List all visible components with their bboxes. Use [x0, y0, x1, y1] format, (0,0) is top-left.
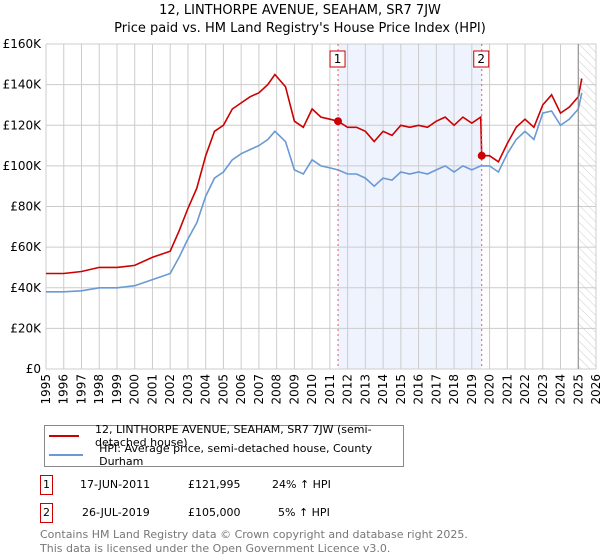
x-tick-label: 2013	[358, 374, 372, 405]
x-tick-label: 2007	[252, 374, 266, 405]
x-tick-label: 1998	[92, 374, 106, 405]
transaction-number: 1	[40, 475, 53, 495]
legend-label: 12, LINTHORPE AVENUE, SEAHAM, SR7 7JW (s…	[95, 423, 372, 449]
transaction-date: 17-JUN-2011	[80, 478, 151, 491]
y-tick-label: £20K	[10, 321, 42, 335]
x-tick-label: 1996	[57, 374, 71, 405]
x-tick-label: 2014	[376, 374, 390, 405]
x-tick-label: 2009	[287, 374, 301, 405]
y-tick-label: £0	[26, 362, 41, 376]
x-tick-label: 2019	[465, 374, 479, 405]
sale-label: 2	[477, 52, 485, 66]
x-tick-label: 2015	[394, 374, 408, 405]
x-tick-label: 2010	[305, 374, 319, 405]
transaction-hpi: 24% ↑ HPI	[272, 478, 331, 491]
x-tick-label: 1997	[74, 374, 88, 405]
x-tick-label: 2026	[589, 374, 600, 405]
footer-licence: This data is licensed under the Open Gov…	[40, 542, 391, 555]
x-tick-label: 2023	[536, 374, 550, 405]
y-tick-label: £40K	[10, 281, 42, 295]
transaction-price: £121,995	[188, 478, 241, 491]
x-tick-label: 2024	[554, 374, 568, 405]
x-tick-label: 1999	[110, 374, 124, 405]
y-tick-label: £100K	[3, 159, 43, 173]
x-tick-label: 2011	[323, 374, 337, 405]
title-line-1: 12, LINTHORPE AVENUE, SEAHAM, SR7 7JW	[159, 3, 441, 18]
chart-title: 12, LINTHORPE AVENUE, SEAHAM, SR7 7JW Pr…	[0, 2, 600, 38]
x-tick-label: 2001	[145, 374, 159, 405]
sale-point	[334, 117, 343, 126]
x-tick-label: 2025	[571, 374, 585, 405]
x-tick-label: 2017	[429, 374, 443, 405]
x-tick-label: 2000	[128, 374, 142, 405]
sale-label-box	[329, 50, 346, 68]
transaction-row: 2 26-JUL-2019 £105,000 5% ↑ HPI	[40, 503, 560, 523]
x-tick-label: 2003	[181, 374, 195, 405]
x-tick-label: 2004	[199, 374, 213, 405]
y-tick-label: £140K	[3, 78, 43, 92]
x-tick-label: 2016	[412, 374, 426, 405]
transaction-number: 2	[40, 503, 53, 523]
transaction-row: 1 17-JUN-2011 £121,995 24% ↑ HPI	[40, 475, 560, 495]
y-tick-label: £80K	[10, 200, 42, 214]
x-tick-label: 2008	[270, 374, 284, 405]
sale-label-box	[473, 50, 490, 68]
legend-item-property: 12, LINTHORPE AVENUE, SEAHAM, SR7 7JW (s…	[45, 423, 403, 449]
y-tick-label: £160K	[3, 37, 43, 51]
x-tick-label: 2002	[163, 374, 177, 405]
property-series-line	[46, 73, 583, 275]
x-tick-label: 2006	[234, 374, 248, 405]
x-tick-label: 1995	[39, 374, 53, 405]
hpi-series-line	[46, 92, 583, 293]
x-tick-label: 2020	[483, 374, 497, 405]
y-tick-label: £120K	[3, 118, 43, 132]
transaction-hpi: 5% ↑ HPI	[278, 506, 330, 519]
footer: Contains HM Land Registry data © Crown c…	[40, 528, 468, 556]
sale-label: 1	[334, 52, 342, 66]
y-tick-label: £60K	[10, 240, 42, 254]
legend: 12, LINTHORPE AVENUE, SEAHAM, SR7 7JW (s…	[44, 423, 404, 468]
legend-swatch-red	[49, 435, 80, 437]
transaction-date: 26-JUL-2019	[82, 506, 150, 519]
legend-swatch-blue	[49, 454, 84, 456]
x-tick-label: 2018	[447, 374, 461, 405]
x-tick-label: 2022	[518, 374, 532, 405]
sale-point	[477, 151, 486, 160]
x-tick-label: 2021	[500, 374, 514, 405]
footer-copyright: Contains HM Land Registry data © Crown c…	[40, 528, 468, 541]
transaction-price: £105,000	[188, 506, 241, 519]
x-tick-label: 2005	[216, 374, 230, 405]
title-line-2: Price paid vs. HM Land Registry's House …	[114, 21, 486, 36]
legend-label: HPI: Average price, semi-detached house,…	[99, 442, 373, 468]
x-tick-label: 2012	[341, 374, 355, 405]
legend-item-hpi: HPI: Average price, semi-detached house,…	[45, 442, 403, 468]
